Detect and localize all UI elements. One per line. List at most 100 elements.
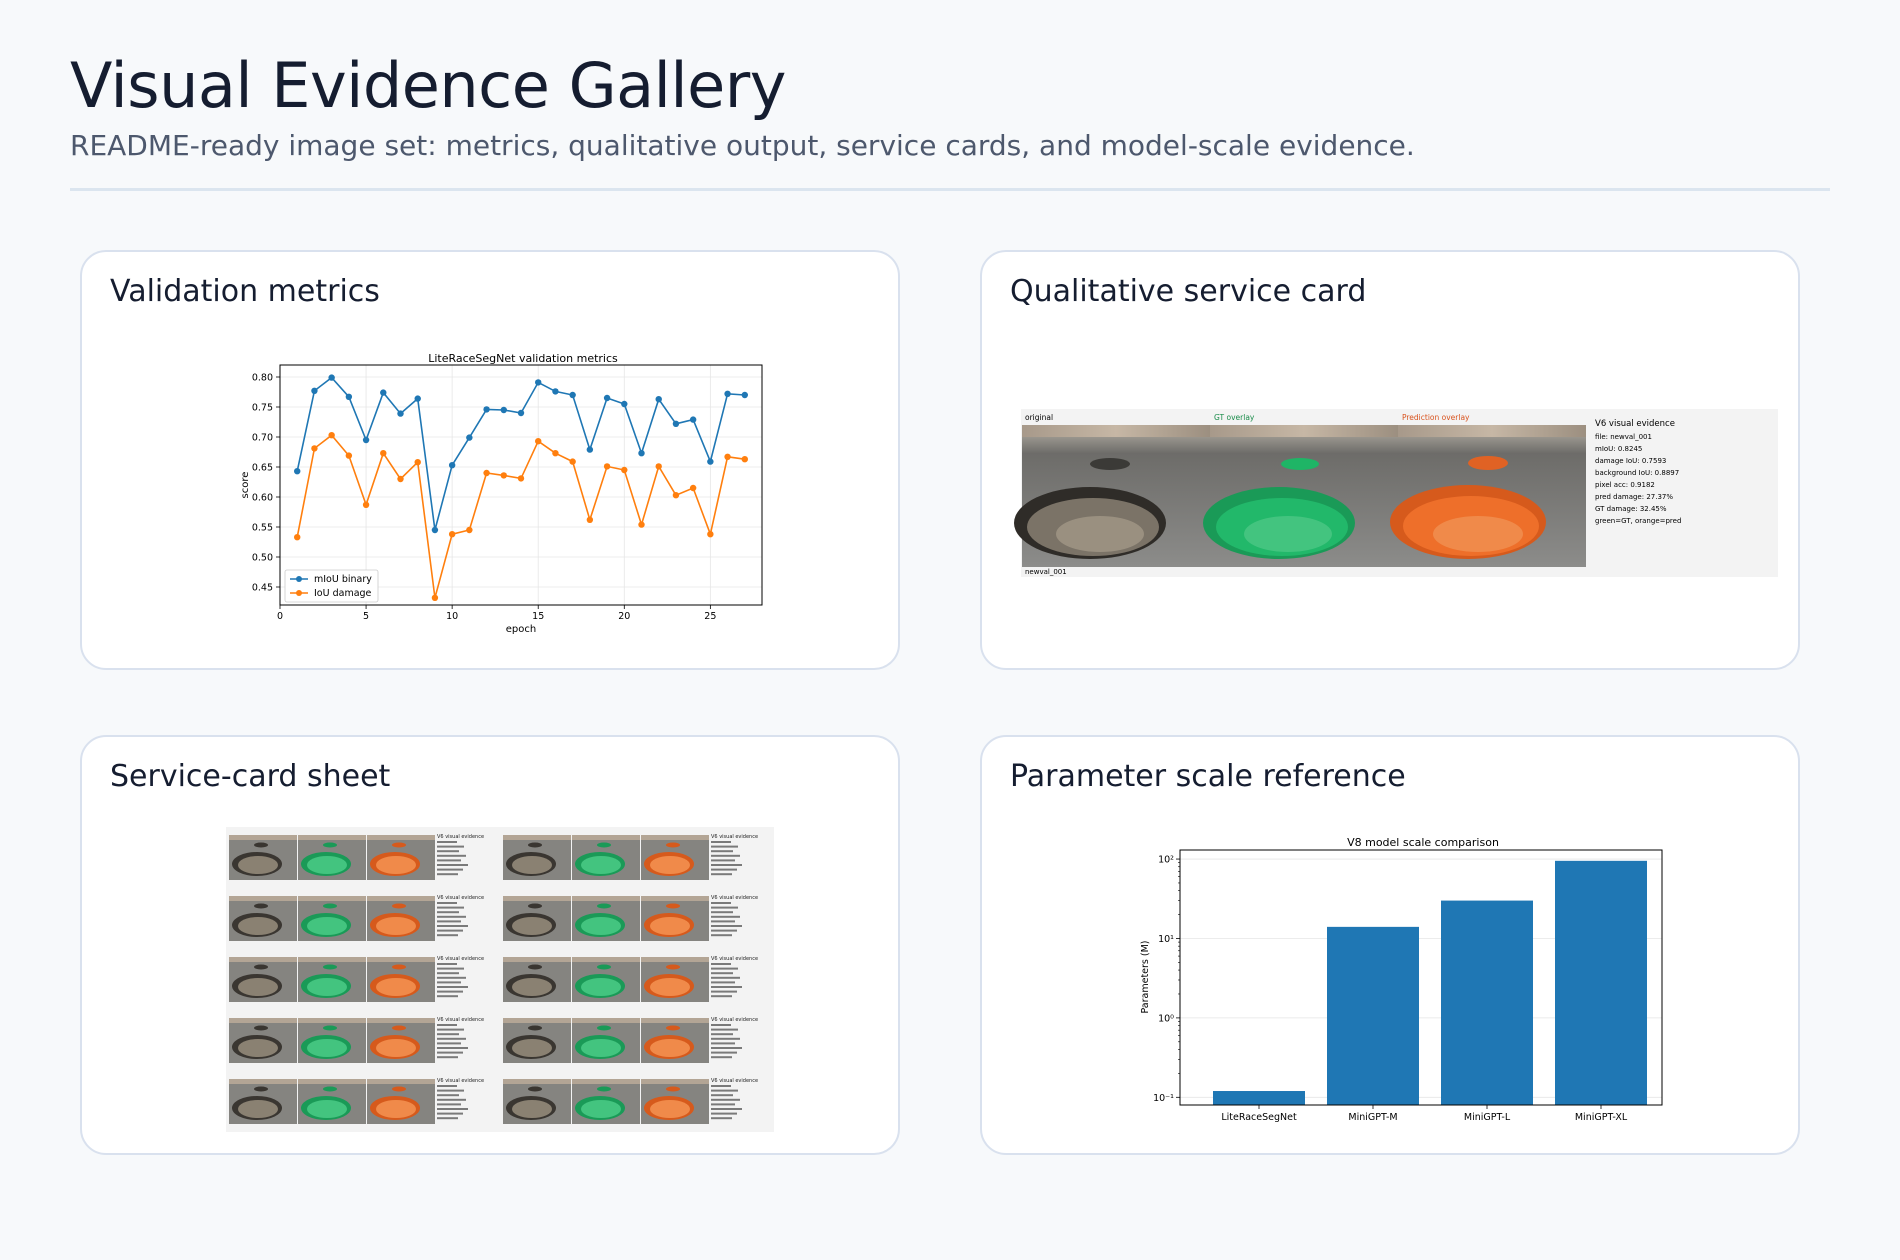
- info-title: V6 visual evidence: [1595, 419, 1675, 429]
- data-point: [638, 450, 645, 457]
- x-tick-label: 5: [363, 611, 369, 622]
- image-caption: newval_001: [1025, 568, 1067, 576]
- bar: [1213, 1091, 1305, 1105]
- x-tick-label: 15: [532, 611, 544, 622]
- data-point: [552, 388, 559, 395]
- data-point: [638, 521, 645, 528]
- data-point: [535, 379, 542, 386]
- sheet-thumbnail: V6 visual evidence: [503, 834, 758, 880]
- card-title: Parameter scale reference: [1010, 759, 1406, 794]
- sheet-thumbnail: V6 visual evidence: [229, 1017, 484, 1063]
- data-point: [672, 420, 680, 427]
- data-point: [517, 409, 525, 417]
- y-tick-label: 0.50: [252, 553, 273, 564]
- data-point: [414, 459, 421, 466]
- card-title: Validation metrics: [110, 274, 380, 309]
- x-tick-label: MiniGPT-XL: [1575, 1112, 1628, 1123]
- data-point: [552, 450, 559, 457]
- chart-grid: [279, 365, 762, 605]
- page-subtitle: README-ready image set: metrics, qualita…: [70, 129, 1415, 163]
- data-point: [500, 472, 507, 479]
- y-tick-label: 0.80: [252, 373, 273, 384]
- data-point: [689, 416, 697, 423]
- data-point: [569, 391, 576, 399]
- sheet-thumbnail: V6 visual evidence: [229, 895, 484, 941]
- data-point: [380, 389, 387, 396]
- chart-bars: [1213, 860, 1647, 1105]
- data-point: [466, 434, 473, 441]
- info-line: background IoU: 0.8897: [1595, 469, 1679, 477]
- thumbnail-info-title: V6 visual evidence: [437, 895, 484, 901]
- x-tick-label: 25: [704, 611, 716, 622]
- chart-legend: mIoU binary IoU damage: [284, 569, 379, 603]
- thumbnail-info-title: V6 visual evidence: [437, 956, 484, 962]
- info-line: damage IoU: 0.7593: [1595, 457, 1666, 465]
- info-line: green=GT, orange=pred: [1595, 517, 1681, 525]
- data-point: [707, 458, 714, 465]
- data-point: [345, 393, 353, 400]
- card-title: Service-card sheet: [110, 759, 391, 794]
- data-point: [517, 475, 525, 482]
- x-axis-label: epoch: [506, 624, 536, 635]
- thumbnail-info-title: V6 visual evidence: [437, 1078, 484, 1084]
- chart-title: V8 model scale comparison: [1347, 836, 1499, 849]
- info-line: GT damage: 32.45%: [1595, 505, 1667, 513]
- data-point: [397, 475, 404, 483]
- sheet-thumbnail: V6 visual evidence: [229, 834, 484, 880]
- sheet-thumbnail: V6 visual evidence: [503, 956, 758, 1002]
- data-point: [431, 526, 439, 534]
- sheet-thumbnail: V6 visual evidence: [229, 1078, 484, 1124]
- thumbnail-info-title: V6 visual evidence: [437, 834, 484, 840]
- data-point: [448, 531, 456, 538]
- sheet-thumbnail: V6 visual evidence: [229, 956, 484, 1002]
- metrics-info-panel: V6 visual evidence file: newval_001 mIoU…: [1595, 419, 1681, 525]
- service-card-image: original GT overlay Prediction overlay: [1014, 409, 1778, 577]
- data-point: [672, 492, 680, 499]
- info-line: pred damage: 27.37%: [1595, 493, 1673, 501]
- y-tick-label: 0.65: [252, 463, 273, 474]
- chart-axes: 10⁻¹ 10⁰ 10¹ 10² LiteRaceSegNet MiniGPT-M Mini…: [1153, 855, 1628, 1123]
- data-point: [483, 406, 490, 413]
- x-tick-label: 10: [446, 611, 458, 622]
- x-tick-label: MiniGPT-M: [1348, 1112, 1397, 1123]
- info-line: pixel acc: 0.9182: [1595, 481, 1655, 489]
- data-point: [621, 400, 628, 408]
- x-tick-label: LiteRaceSegNet: [1221, 1112, 1297, 1123]
- y-tick-label: 10⁻¹: [1153, 1093, 1174, 1104]
- card-qualitative-service: Qualitative service card original GT ove…: [980, 250, 1800, 670]
- data-point: [448, 462, 456, 469]
- data-point: [603, 394, 611, 402]
- y-axis-label: score: [240, 472, 251, 499]
- data-point: [362, 501, 370, 508]
- data-point: [621, 466, 628, 474]
- info-line: file: newval_001: [1595, 433, 1652, 441]
- data-point: [586, 516, 594, 523]
- card-title: Qualitative service card: [1010, 274, 1367, 309]
- data-point: [707, 531, 714, 538]
- data-point: [655, 396, 662, 403]
- header-divider: [70, 188, 1830, 191]
- y-tick-label: 0.45: [252, 583, 273, 594]
- card-validation-metrics: Validation metrics LiteRaceSegNet valida…: [80, 250, 900, 670]
- data-point: [603, 463, 611, 470]
- original-image: [1014, 425, 1210, 567]
- legend-marker: [296, 590, 302, 596]
- data-point: [741, 456, 748, 463]
- data-point: [362, 436, 370, 444]
- sheet-thumbnail: V6 visual evidence: [503, 895, 758, 941]
- data-point: [328, 374, 335, 381]
- data-point: [741, 391, 748, 399]
- data-point: [294, 468, 301, 475]
- sheet-thumbnail: V6 visual evidence: [503, 1078, 758, 1124]
- data-point: [397, 410, 404, 417]
- y-tick-label: 0.75: [252, 403, 273, 414]
- y-tick-label: 0.60: [252, 493, 273, 504]
- data-point: [483, 469, 490, 477]
- bar: [1555, 860, 1647, 1105]
- bar: [1327, 926, 1419, 1105]
- thumbnail-info-title: V6 visual evidence: [711, 834, 758, 840]
- metrics-line-chart: LiteRaceSegNet validation metrics 0 5 10 15…: [240, 352, 763, 635]
- data-point: [535, 438, 542, 445]
- chart-title: LiteRaceSegNet validation metrics: [428, 352, 618, 365]
- service-card-sheet-image: V6 visual evidence V6 visual evidence V6 v…: [226, 827, 774, 1132]
